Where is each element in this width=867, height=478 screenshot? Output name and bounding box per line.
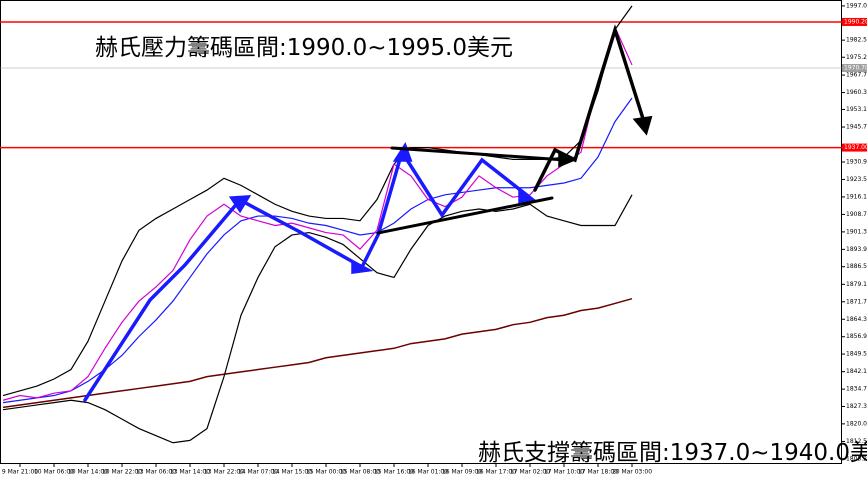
level-label: 1937.00 bbox=[844, 144, 867, 151]
level-label-bg bbox=[842, 64, 867, 73]
resistance-annotation: 赫氏壓力籌碼區間:1990.0~1995.0美元 bbox=[95, 35, 513, 61]
x-tick-label: 15 Mar 08:00 bbox=[340, 469, 380, 476]
x-tick-label: 15 Mar 00:00 bbox=[306, 469, 346, 476]
plot-frame bbox=[0, 0, 842, 464]
y-tick-label: 1834.70 bbox=[846, 386, 867, 393]
x-tick-label: 17 Mar 10:00 bbox=[544, 469, 584, 476]
level-label-bg bbox=[842, 17, 867, 26]
arrow-head bbox=[518, 186, 538, 205]
support-annotation: 赫氏支撐籌碼區間:1937.0~1940.0美元 bbox=[478, 440, 867, 466]
x-tick-label: 13 Mar 06:00 bbox=[136, 469, 176, 476]
y-tick-label: 1893.90 bbox=[846, 246, 867, 253]
y-tick-label: 1923.50 bbox=[846, 176, 867, 183]
level-label-bg bbox=[842, 143, 867, 152]
x-tick-label: 14 Mar 07:00 bbox=[238, 469, 278, 476]
y-tick-label: 1879.10 bbox=[846, 281, 867, 288]
y-tick-label: 1842.10 bbox=[846, 368, 867, 375]
x-tick-label: 16 Mar 17:00 bbox=[476, 469, 516, 476]
x-tick-label: 10 Mar 14:00 bbox=[68, 469, 108, 476]
x-tick-label: 13 Mar 14:00 bbox=[170, 469, 210, 476]
y-tick-label: 1945.70 bbox=[846, 124, 867, 131]
y-tick-label: 1997.00 bbox=[846, 2, 867, 9]
y-tick-label: 1886.55 bbox=[846, 263, 867, 270]
x-tick-label: 17 Mar 18:00 bbox=[578, 469, 618, 476]
black-line bbox=[390, 146, 567, 162]
y-tick-label: 1820.00 bbox=[846, 420, 867, 427]
y-tick-label: 1856.90 bbox=[846, 333, 867, 340]
y-tick-label: 1849.55 bbox=[846, 351, 867, 358]
y-tick-label: 1953.15 bbox=[846, 106, 867, 113]
y-tick-label: 1916.10 bbox=[846, 193, 867, 200]
x-tick-label: 9 Mar 21:00 bbox=[2, 469, 38, 476]
arrow-head bbox=[392, 142, 413, 162]
y-tick-label: 1975.25 bbox=[846, 54, 867, 61]
black-line bbox=[376, 196, 554, 235]
y-tick-label: 1871.70 bbox=[846, 298, 867, 305]
x-tick-label: 10 Mar 06:00 bbox=[34, 469, 74, 476]
y-tick-label: 1960.30 bbox=[846, 89, 867, 96]
y-tick-label: 1827.35 bbox=[846, 403, 867, 410]
y-tick-label: 1982.50 bbox=[846, 37, 867, 44]
y-tick-label: 1930.90 bbox=[846, 158, 867, 165]
x-tick-label: 16 Mar 09:00 bbox=[442, 469, 482, 476]
series-line bbox=[2, 297, 633, 409]
x-tick-label: 14 Mar 15:00 bbox=[272, 469, 312, 476]
arrow-head bbox=[632, 115, 653, 136]
y-tick-label: 1901.30 bbox=[846, 228, 867, 235]
arrow-head bbox=[351, 259, 374, 274]
y-tick-label: 1812.55 bbox=[846, 438, 867, 445]
level-label: 1970.70 bbox=[844, 65, 867, 72]
y-tick-label: 1805.20 bbox=[846, 455, 867, 462]
arrows bbox=[83, 24, 653, 402]
x-tick-label: 13 Mar 22:00 bbox=[204, 469, 244, 476]
x-tick-label: 17 Mar 02:00 bbox=[510, 469, 550, 476]
level-label: 1990.20 bbox=[844, 18, 867, 25]
x-tick-label: 20 Mar 03:00 bbox=[612, 469, 652, 476]
x-tick-label: 15 Mar 16:00 bbox=[374, 469, 414, 476]
y-tick-label: 1864.30 bbox=[846, 316, 867, 323]
arrow-head bbox=[558, 152, 577, 168]
x-tick-label: 10 Mar 22:00 bbox=[102, 469, 142, 476]
x-tick-label: 16 Mar 01:00 bbox=[408, 469, 448, 476]
series-line bbox=[2, 194, 633, 444]
series-line bbox=[2, 5, 633, 397]
y-tick-label: 1908.70 bbox=[846, 211, 867, 218]
arrow-head bbox=[228, 195, 252, 214]
y-tick-label: 1967.70 bbox=[846, 72, 867, 79]
